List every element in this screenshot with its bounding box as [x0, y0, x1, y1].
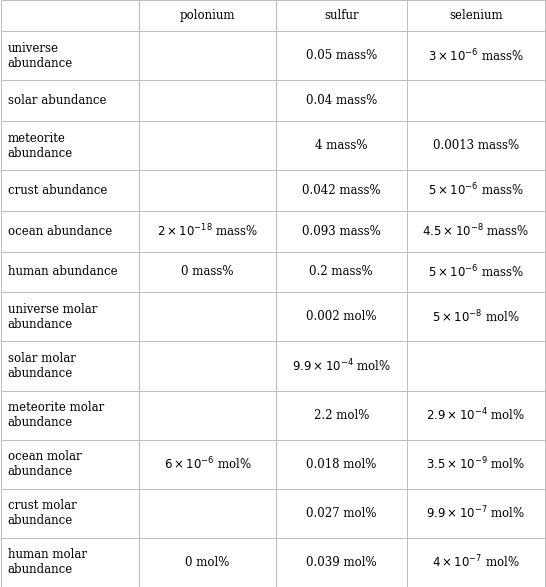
Text: 0.2 mass%: 0.2 mass% — [310, 265, 373, 278]
Text: $5\times10^{-6}$ mass%: $5\times10^{-6}$ mass% — [428, 264, 524, 280]
Text: $6\times10^{-6}$ mol%: $6\times10^{-6}$ mol% — [164, 456, 251, 473]
Text: ocean abundance: ocean abundance — [8, 225, 112, 238]
Text: 4 mass%: 4 mass% — [315, 139, 367, 152]
Text: $5\times10^{-8}$ mol%: $5\times10^{-8}$ mol% — [432, 309, 520, 325]
Text: $3\times10^{-6}$ mass%: $3\times10^{-6}$ mass% — [428, 48, 524, 64]
Text: 2.2 mol%: 2.2 mol% — [313, 409, 369, 421]
Text: $5\times10^{-6}$ mass%: $5\times10^{-6}$ mass% — [428, 182, 524, 199]
Text: meteorite
abundance: meteorite abundance — [8, 131, 73, 160]
Text: 0.027 mol%: 0.027 mol% — [306, 507, 377, 520]
Text: solar molar
abundance: solar molar abundance — [8, 352, 75, 380]
Text: $9.9\times10^{-7}$ mol%: $9.9\times10^{-7}$ mol% — [426, 505, 525, 522]
Text: ocean molar
abundance: ocean molar abundance — [8, 450, 81, 478]
Text: polonium: polonium — [180, 9, 235, 22]
Text: 0.093 mass%: 0.093 mass% — [302, 225, 381, 238]
Text: solar abundance: solar abundance — [8, 94, 106, 107]
Text: 0.042 mass%: 0.042 mass% — [302, 184, 381, 197]
Text: meteorite molar
abundance: meteorite molar abundance — [8, 401, 104, 429]
Text: 0 mol%: 0 mol% — [185, 556, 230, 569]
Text: $9.9\times10^{-4}$ mol%: $9.9\times10^{-4}$ mol% — [292, 357, 391, 375]
Text: $2.9\times10^{-4}$ mol%: $2.9\times10^{-4}$ mol% — [426, 407, 525, 423]
Text: crust molar
abundance: crust molar abundance — [8, 500, 76, 527]
Text: 0.05 mass%: 0.05 mass% — [306, 49, 377, 62]
Text: universe
abundance: universe abundance — [8, 42, 73, 70]
Text: human molar
abundance: human molar abundance — [8, 548, 87, 576]
Text: universe molar
abundance: universe molar abundance — [8, 303, 97, 331]
Text: selenium: selenium — [449, 9, 503, 22]
Text: crust abundance: crust abundance — [8, 184, 107, 197]
Text: $2\times10^{-18}$ mass%: $2\times10^{-18}$ mass% — [157, 223, 258, 239]
Text: 0.018 mol%: 0.018 mol% — [306, 458, 376, 471]
Text: 0 mass%: 0 mass% — [181, 265, 234, 278]
Text: human abundance: human abundance — [8, 265, 117, 278]
Text: $4.5\times10^{-8}$ mass%: $4.5\times10^{-8}$ mass% — [422, 223, 530, 239]
Text: sulfur: sulfur — [324, 9, 359, 22]
Text: 0.04 mass%: 0.04 mass% — [306, 94, 377, 107]
Text: $3.5\times10^{-9}$ mol%: $3.5\times10^{-9}$ mol% — [426, 456, 525, 473]
Text: $4\times10^{-7}$ mol%: $4\times10^{-7}$ mol% — [432, 554, 520, 571]
Text: 0.039 mol%: 0.039 mol% — [306, 556, 377, 569]
Text: 0.0013 mass%: 0.0013 mass% — [433, 139, 519, 152]
Text: 0.002 mol%: 0.002 mol% — [306, 311, 377, 323]
